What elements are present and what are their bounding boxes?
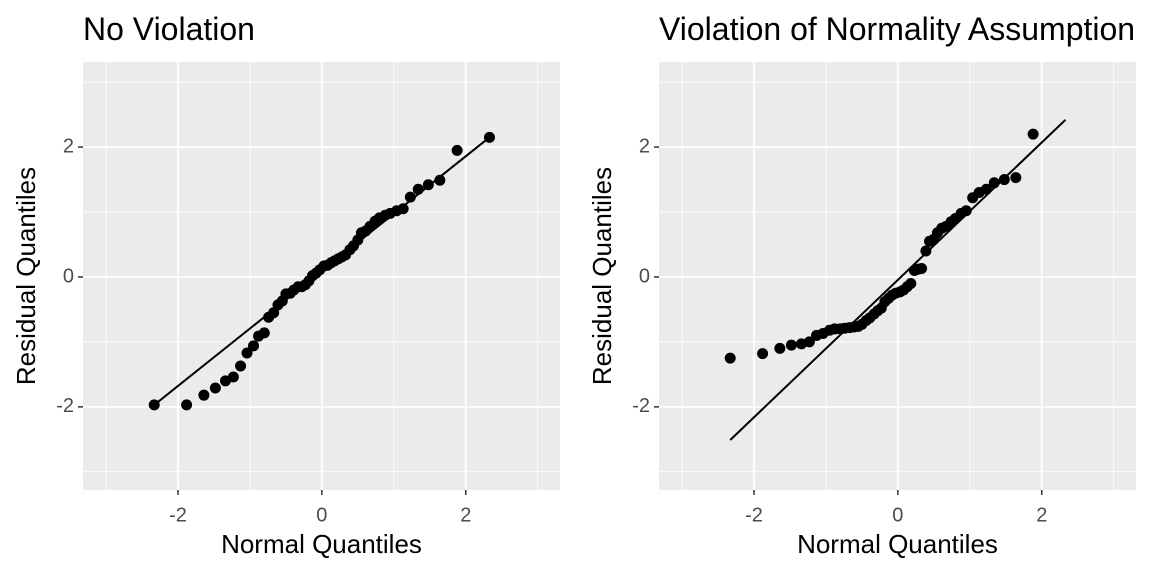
- chart: Violation of Normality Assumption -2 0 2 -2 0…: [587, 11, 1136, 559]
- x-axis-title: Normal Quantiles: [797, 529, 998, 559]
- y-tick-label: 2: [63, 135, 74, 157]
- x-tick-label: -2: [169, 504, 187, 526]
- reference-line: [153, 136, 491, 406]
- point: [397, 203, 409, 215]
- reference-line: [729, 119, 1067, 441]
- x-tick-label: 0: [892, 504, 903, 526]
- point: [248, 340, 260, 352]
- point: [451, 144, 463, 156]
- point: [785, 339, 797, 351]
- point: [1010, 172, 1022, 184]
- point: [235, 360, 247, 372]
- y-axis-title: Residual Quantiles: [587, 167, 617, 385]
- point: [724, 352, 736, 364]
- chart-title: No Violation: [83, 11, 255, 47]
- point: [258, 327, 270, 339]
- point: [774, 342, 786, 354]
- point: [920, 245, 932, 257]
- point: [404, 191, 416, 203]
- point: [960, 205, 972, 217]
- chart-title: Violation of Normality Assumption: [659, 11, 1135, 47]
- point: [916, 263, 928, 275]
- point: [227, 371, 239, 383]
- point: [181, 399, 193, 411]
- y-tick-label: -2: [56, 395, 74, 417]
- y-tick-label: 2: [639, 135, 650, 157]
- point: [757, 348, 769, 360]
- x-tick-label: 0: [316, 504, 327, 526]
- y-tick-label: 0: [63, 265, 74, 287]
- y-tick-label: 0: [639, 265, 650, 287]
- x-tick-label: 2: [1036, 504, 1047, 526]
- chart: No Violation -2 0 2 -2 0 2 Normal Quantiles Resi…: [11, 11, 560, 559]
- point: [803, 336, 815, 348]
- x-tick-label: 2: [460, 504, 471, 526]
- point: [209, 382, 221, 394]
- point: [241, 347, 253, 359]
- x-tick-label: -2: [745, 504, 763, 526]
- point: [434, 174, 446, 186]
- point: [198, 389, 210, 401]
- point: [1027, 128, 1039, 140]
- y-axis-title: Residual Quantiles: [11, 167, 41, 385]
- y-tick-label: -2: [632, 395, 650, 417]
- point: [905, 277, 917, 289]
- x-axis-title: Normal Quantiles: [221, 529, 422, 559]
